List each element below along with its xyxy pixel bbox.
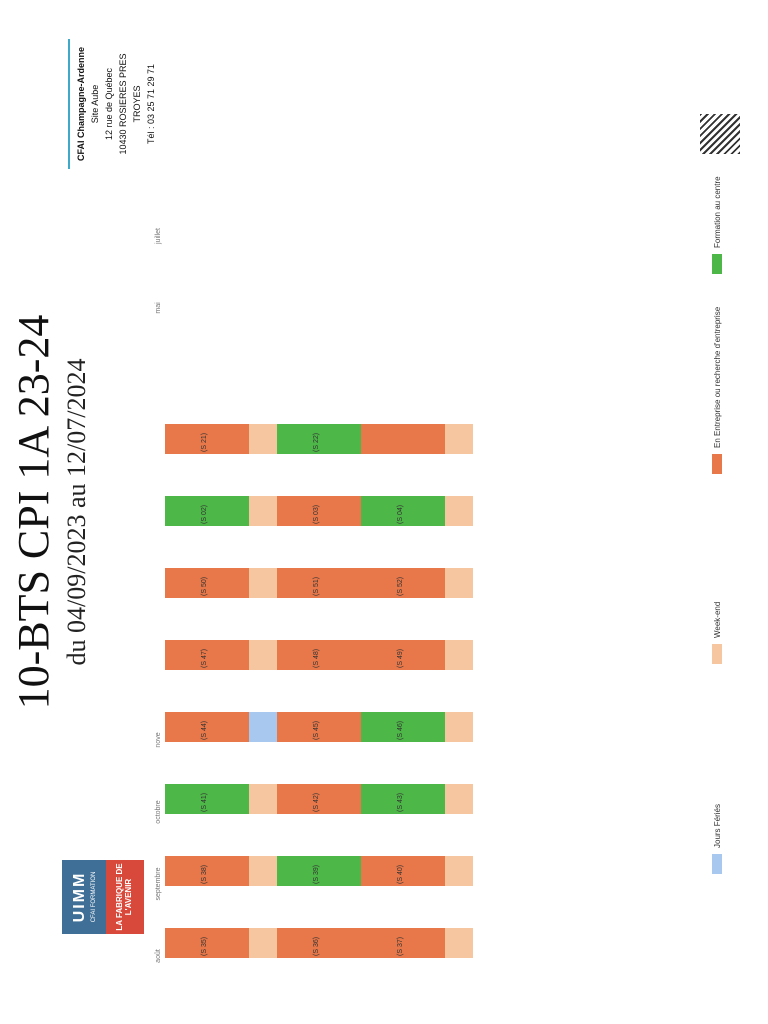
address-name: CFAI Champagne-Ardenne bbox=[76, 47, 86, 162]
week-label: (S 46) bbox=[397, 720, 404, 740]
legend-label-weekend: Week-end bbox=[712, 601, 722, 638]
legend-training: Formation au centre bbox=[712, 176, 722, 274]
week-label: (S 36) bbox=[313, 936, 320, 956]
week-label: (S 41) bbox=[201, 792, 208, 812]
address-site: Site Aube bbox=[90, 84, 100, 124]
schedule-block bbox=[445, 856, 473, 886]
legend-holidays: Jours Fériés bbox=[712, 804, 722, 874]
week-label: (S 48) bbox=[313, 648, 320, 668]
month-header bbox=[155, 424, 165, 480]
week-label: (S 39) bbox=[313, 864, 320, 884]
week-label: (S 47) bbox=[201, 648, 208, 668]
week-label: (S 04) bbox=[397, 504, 404, 524]
month-column: juillet bbox=[155, 208, 165, 264]
schedule-block bbox=[445, 424, 473, 454]
month-column: septembre bbox=[155, 856, 165, 912]
month-header: septembre bbox=[155, 867, 162, 901]
schedule-block bbox=[249, 640, 277, 670]
schedule-block bbox=[445, 784, 473, 814]
legend-swatch-weekend bbox=[712, 644, 722, 664]
legend-label-training: Formation au centre bbox=[712, 176, 722, 248]
week-label: (S 44) bbox=[201, 720, 208, 740]
page-title: 10-BTS CPI 1A 23-24 bbox=[9, 314, 58, 710]
legend-swatch-company bbox=[712, 454, 722, 474]
schedule-block bbox=[445, 712, 473, 742]
address-street: 12 rue de Québec bbox=[104, 67, 114, 141]
schedule-block bbox=[249, 856, 277, 886]
month-header: août bbox=[155, 949, 162, 963]
schedule-block bbox=[445, 568, 473, 598]
schedule-block bbox=[249, 928, 277, 958]
hatched-corner bbox=[700, 114, 740, 154]
week-label: (S 49) bbox=[397, 648, 404, 668]
legend-label-company: En Entreprise ou recherche d'entreprise bbox=[712, 306, 722, 448]
month-column bbox=[155, 352, 165, 408]
month-column bbox=[155, 640, 165, 696]
month-column: août bbox=[155, 928, 165, 984]
week-label: (S 51) bbox=[313, 576, 320, 596]
schedule-block bbox=[249, 568, 277, 598]
week-label: (S 42) bbox=[313, 792, 320, 812]
legend-swatch-training bbox=[712, 254, 722, 274]
address-tel: Tél : 03 25 71 29 71 bbox=[146, 63, 156, 145]
month-column bbox=[155, 496, 165, 552]
week-label: (S 38) bbox=[201, 864, 208, 884]
legend-weekend: Week-end bbox=[712, 602, 722, 664]
week-label: (S 43) bbox=[397, 792, 404, 812]
legend-company: En Entreprise ou recherche d'entreprise bbox=[712, 307, 722, 474]
schedule-block bbox=[445, 640, 473, 670]
schedule-block bbox=[249, 424, 277, 454]
month-header bbox=[155, 352, 165, 408]
month-header bbox=[155, 496, 165, 552]
month-header: octobre bbox=[155, 800, 162, 824]
week-label: (S 03) bbox=[313, 504, 320, 524]
week-label: (S 37) bbox=[397, 936, 404, 956]
schedule-block bbox=[445, 496, 473, 526]
month-header: mai bbox=[155, 302, 162, 314]
week-label: (S 45) bbox=[313, 720, 320, 740]
month-header: juillet bbox=[155, 228, 162, 244]
address-block: CFAI Champagne-Ardenne Site Aube 12 rue … bbox=[68, 39, 158, 169]
week-label: (S 35) bbox=[201, 936, 208, 956]
schedule-block bbox=[249, 784, 277, 814]
legend-label-holidays: Jours Fériés bbox=[712, 803, 722, 848]
address-city: 10430 ROSIERES PRES TROYES bbox=[118, 53, 142, 155]
week-label: (S 50) bbox=[201, 576, 208, 596]
month-column bbox=[155, 568, 165, 624]
schedule-block bbox=[249, 496, 277, 526]
schedule-block bbox=[249, 712, 277, 742]
legend-swatch-holidays bbox=[712, 854, 722, 874]
week-label: (S 02) bbox=[201, 504, 208, 524]
week-label: (S 22) bbox=[313, 432, 320, 452]
month-column: octobre bbox=[155, 784, 165, 840]
month-header: nove bbox=[155, 732, 162, 748]
month-column: nove bbox=[155, 712, 165, 768]
week-label: (S 21) bbox=[201, 432, 208, 452]
schedule-block bbox=[445, 928, 473, 958]
month-column: mai bbox=[155, 280, 165, 336]
schedule-block bbox=[361, 424, 445, 454]
legend: Jours Fériés Week-end En Entreprise ou r… bbox=[708, 174, 728, 874]
week-label: (S 40) bbox=[397, 864, 404, 884]
month-column bbox=[155, 424, 165, 480]
logo-fabrique: LA FABRIQUE DE L'AVENIR bbox=[106, 860, 144, 934]
month-header bbox=[155, 568, 165, 624]
month-header bbox=[155, 640, 165, 696]
week-label: (S 52) bbox=[397, 576, 404, 596]
